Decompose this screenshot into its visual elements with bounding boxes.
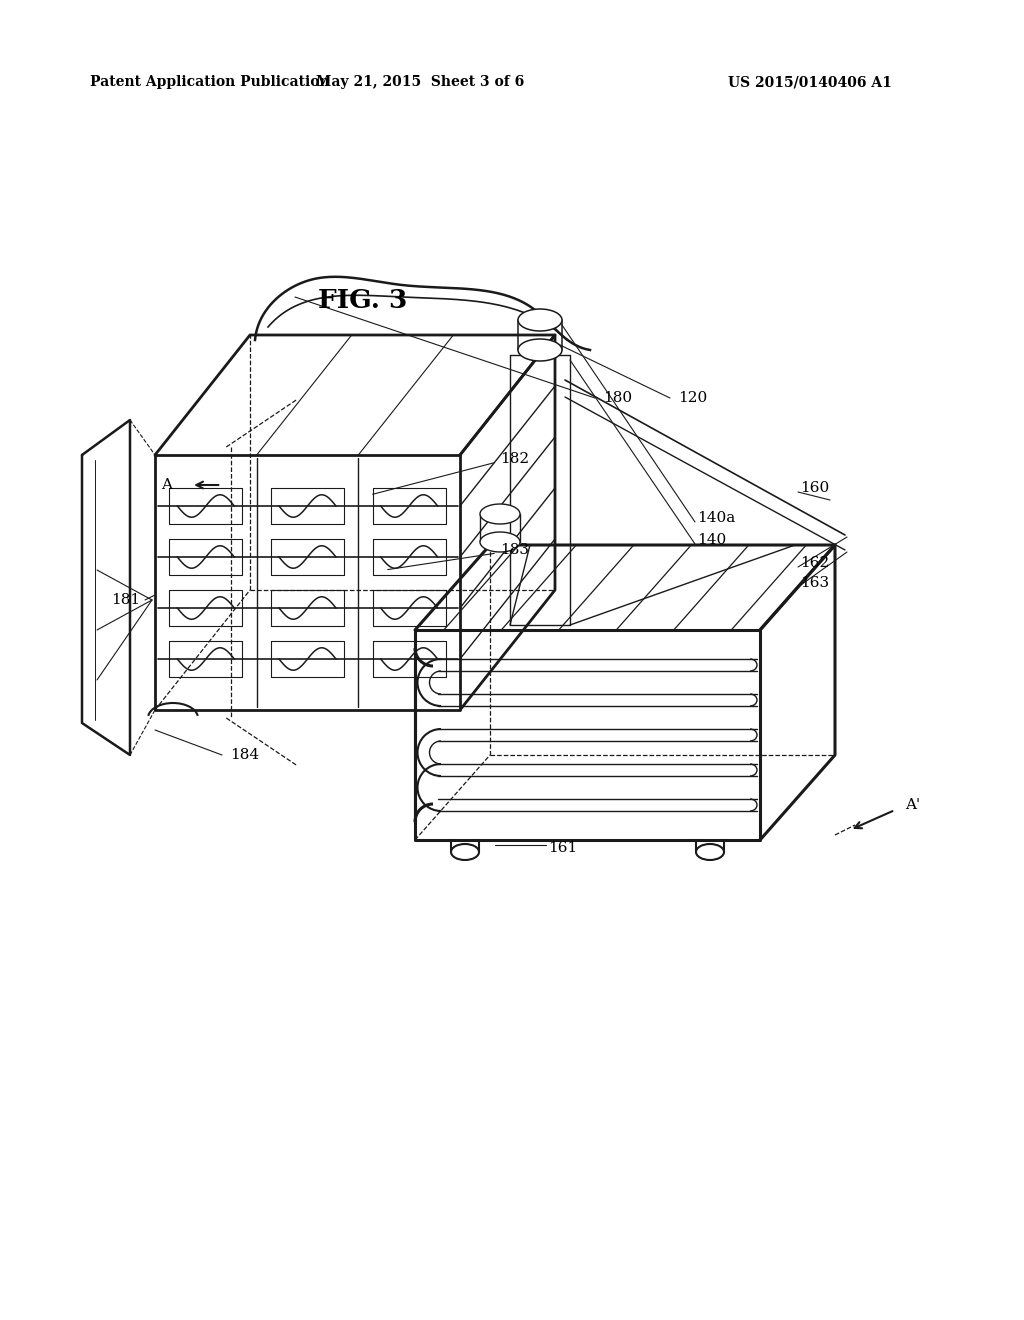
Text: 160: 160 bbox=[800, 480, 829, 495]
Text: 162: 162 bbox=[800, 556, 829, 570]
Text: 182: 182 bbox=[500, 451, 529, 466]
Text: Patent Application Publication: Patent Application Publication bbox=[90, 75, 330, 88]
Ellipse shape bbox=[480, 504, 520, 524]
Text: 183: 183 bbox=[500, 543, 529, 557]
Text: 163: 163 bbox=[800, 576, 829, 590]
Text: 140: 140 bbox=[697, 533, 726, 546]
Text: US 2015/0140406 A1: US 2015/0140406 A1 bbox=[728, 75, 892, 88]
Ellipse shape bbox=[518, 339, 562, 360]
Ellipse shape bbox=[696, 843, 724, 861]
Ellipse shape bbox=[451, 843, 479, 861]
Text: A: A bbox=[161, 478, 172, 492]
Text: May 21, 2015  Sheet 3 of 6: May 21, 2015 Sheet 3 of 6 bbox=[315, 75, 524, 88]
Ellipse shape bbox=[480, 532, 520, 552]
Text: 181: 181 bbox=[111, 593, 140, 607]
Text: A': A' bbox=[905, 799, 921, 812]
Text: 161: 161 bbox=[548, 841, 578, 855]
Text: 184: 184 bbox=[230, 748, 259, 762]
Text: FIG. 3: FIG. 3 bbox=[318, 288, 408, 313]
Ellipse shape bbox=[518, 309, 562, 331]
Text: 120: 120 bbox=[678, 391, 708, 405]
Text: 180: 180 bbox=[603, 391, 632, 405]
Text: 140a: 140a bbox=[697, 511, 735, 525]
